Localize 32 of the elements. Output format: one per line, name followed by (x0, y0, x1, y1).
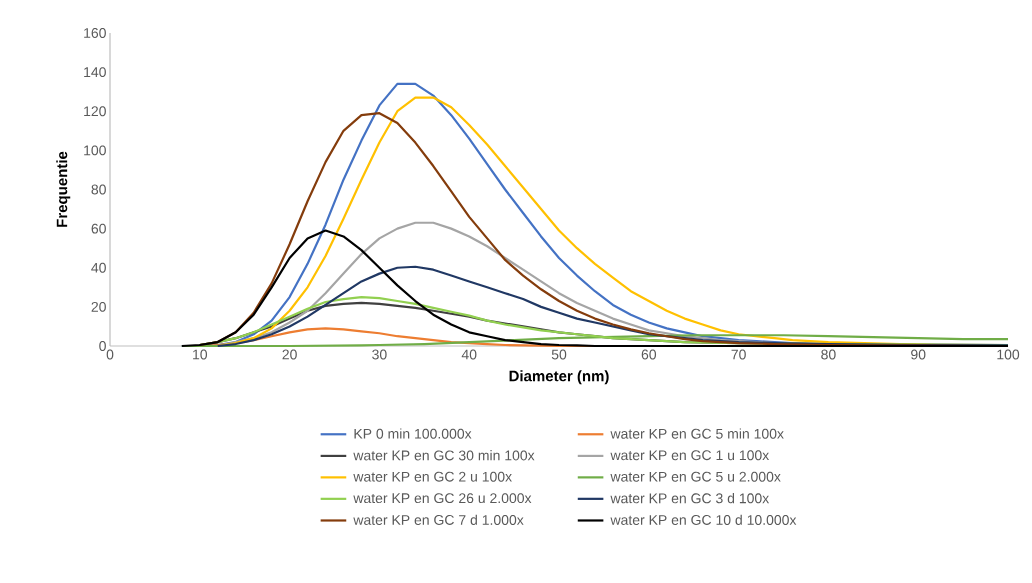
y-tick-label: 20 (91, 301, 106, 312)
legend-label: water KP en GC 2 u 100x (353, 471, 512, 482)
legend-label: KP 0 min 100.000x (354, 428, 472, 439)
x-tick-label: 10 (193, 349, 208, 360)
legend-label: water KP en GC 26 u 2.000x (353, 493, 532, 504)
legend-label: water KP en GC 3 d 100x (610, 493, 770, 504)
x-tick-label: 70 (731, 349, 746, 360)
x-tick-label: 0 (106, 349, 114, 360)
y-tick-label: 140 (84, 67, 106, 78)
x-tick-label: 100 (997, 349, 1020, 360)
y-tick-label: 0 (99, 341, 106, 351)
x-tick-label: 50 (551, 349, 567, 360)
legend-label: water KP en GC 7 d 1.000x (353, 514, 524, 525)
x-tick-label: 60 (641, 349, 657, 360)
x-tick-label: 20 (282, 349, 297, 360)
x-tick-label: 90 (911, 349, 926, 360)
y-tick-label: 160 (84, 28, 106, 38)
legend-label: water KP en GC 1 u 100x (610, 450, 770, 461)
x-axis-title: Diameter (nm) (509, 370, 609, 385)
y-tick-label: 120 (84, 106, 106, 117)
y-tick-label: 100 (84, 145, 106, 156)
y-axis-title: Frequentie (56, 151, 71, 227)
x-tick-label: 30 (372, 349, 387, 360)
legend-label: water KP en GC 5 u 2.000x (610, 471, 781, 482)
legend-label: water KP en GC 10 d 10.000x (610, 514, 797, 525)
legend-label: water KP en GC 30 min 100x (353, 450, 535, 461)
x-tick-label: 40 (461, 349, 477, 360)
y-tick-label: 80 (91, 184, 106, 195)
y-tick-label: 40 (91, 262, 106, 273)
x-tick-label: 80 (821, 349, 836, 360)
y-tick-label: 60 (91, 223, 106, 234)
legend-label: water KP en GC 5 min 100x (610, 428, 784, 439)
